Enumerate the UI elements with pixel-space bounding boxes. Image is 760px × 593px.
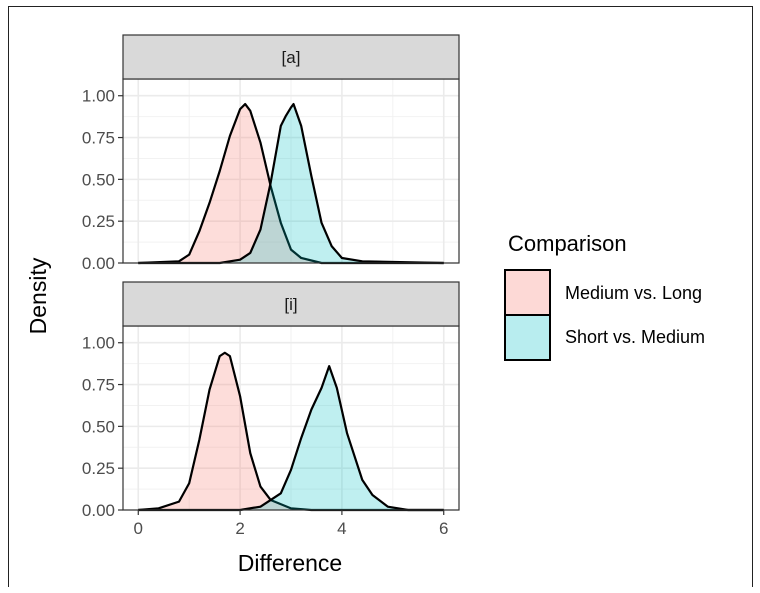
density-line-medium-vs-long — [138, 351, 444, 512]
y-tick-label: 1.00 — [82, 87, 115, 106]
facet-strip-label: [i] — [284, 295, 297, 314]
x-tick-label: 6 — [439, 519, 448, 538]
x-tick-label: 0 — [134, 519, 143, 538]
density-area-short-vs-medium — [138, 366, 444, 510]
y-tick-label: 0.25 — [82, 459, 115, 478]
y-tick-label: 0.00 — [82, 501, 115, 520]
facet-strip-label: [a] — [282, 48, 301, 67]
panels-layer: [a] 0.00 0.25 0.50 0.75 1.00 [i] 0.00 0.25 0.50 0.… — [82, 34, 460, 538]
y-axis-title: Density — [25, 257, 51, 334]
y-tick-label: 1.00 — [82, 334, 115, 353]
y-tick-label: 0.25 — [82, 212, 115, 231]
density-area-medium-vs-long — [138, 352, 444, 510]
legend-label-medium-vs-long: Medium vs. Long — [565, 283, 702, 303]
x-tick-label: 2 — [235, 519, 244, 538]
panel-1: [a] 0.00 0.25 0.50 0.75 1.00 — [82, 34, 460, 273]
density-line-short-vs-medium — [138, 102, 444, 265]
y-tick-label: 0.75 — [82, 376, 115, 395]
legend-title: Comparison — [508, 231, 627, 256]
density-line-short-vs-medium — [138, 365, 444, 512]
legend: Comparison Medium vs. Long Short vs. Med… — [504, 231, 705, 361]
y-tick-label: 0.50 — [82, 170, 115, 189]
facet-strip — [122, 281, 460, 327]
panel-2: [i] 0.00 0.25 0.50 0.75 1.00 0 2 4 6 — [82, 281, 460, 538]
y-tick-label: 0.75 — [82, 129, 115, 148]
density-line-medium-vs-long — [138, 102, 444, 265]
x-axis-title: Difference — [238, 550, 342, 576]
density-area-short-vs-medium — [138, 104, 444, 263]
legend-label-short-vs-medium: Short vs. Medium — [565, 327, 705, 347]
density-area-medium-vs-long — [138, 104, 444, 263]
facet-strip — [122, 34, 460, 80]
legend-key-medium-vs-long — [504, 269, 551, 316]
x-tick-label: 4 — [337, 519, 346, 538]
y-tick-label: 0.00 — [82, 254, 115, 273]
y-tick-label: 0.50 — [82, 417, 115, 436]
figure-frame — [8, 6, 753, 587]
legend-key-short-vs-medium — [504, 314, 551, 361]
